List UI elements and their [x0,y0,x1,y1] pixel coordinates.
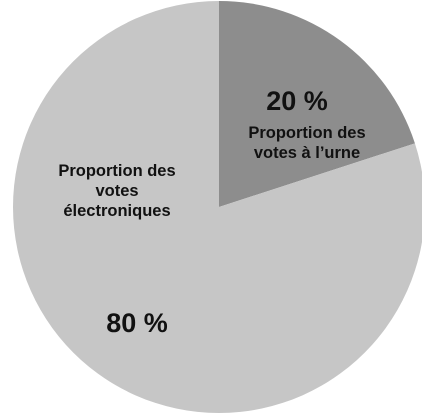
pie-slice-urne [219,1,415,207]
slice-percent-label-electroniques: 80 % [106,308,168,338]
slice-label-electroniques-line-2: votes [95,182,139,200]
pie-slice-electroniques [13,1,422,413]
slice-label-electroniques-line-1: Proportion des [58,162,176,180]
slice-label-electroniques-line-3: électroniques [63,202,171,220]
slice-percent-label-urne: 20 % [266,86,328,116]
slice-label-urne: Proportion des votes à l’urne [222,123,392,163]
slice-label-urne-line-1: Proportion des [248,124,366,142]
slice-label-electroniques: Proportion des votes électroniques [27,161,207,221]
slice-label-urne-line-2: votes à l’urne [253,144,361,162]
